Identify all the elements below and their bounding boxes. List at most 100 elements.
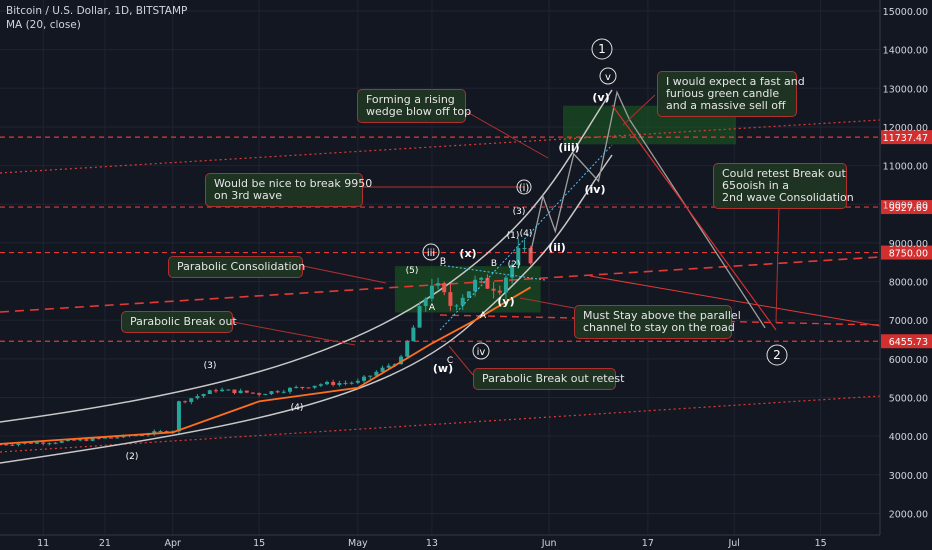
channel-top-dotted	[0, 119, 881, 174]
candle-body	[417, 306, 422, 328]
wave-label: (1)	[507, 231, 520, 241]
candle-body	[337, 383, 342, 385]
wave-label: (iv)	[585, 183, 606, 196]
indicator-label: MA (20, close)	[6, 19, 81, 31]
callout-pointer	[232, 321, 356, 346]
candle-body	[448, 292, 453, 306]
candle-body	[318, 384, 323, 386]
candle-body	[35, 442, 40, 444]
candle-body	[429, 285, 434, 299]
candle-body	[522, 247, 527, 249]
candle-body	[436, 283, 441, 286]
candle-body	[16, 443, 21, 445]
channel-link-line	[589, 275, 881, 327]
note-fast-furious: I would expect a fast and furious green …	[657, 71, 805, 117]
candle-body	[312, 385, 317, 388]
candle-body	[78, 439, 83, 441]
candle-body	[466, 291, 471, 298]
candle-body	[102, 437, 107, 439]
candle-body	[189, 398, 194, 402]
x-tick-label: 17	[642, 538, 654, 549]
candle-body	[325, 381, 330, 385]
y-tick-label: 2000.00	[889, 509, 928, 520]
candle-body	[411, 327, 416, 342]
candle-body	[275, 391, 280, 393]
price-level-tag	[881, 245, 932, 260]
candle-body	[287, 387, 292, 392]
wave-label-circle	[591, 38, 613, 60]
candle-body	[263, 394, 268, 396]
candle-body	[300, 386, 305, 388]
note-parabolic-consolidation: Parabolic Consolidation	[168, 256, 305, 278]
candle-body	[195, 396, 200, 399]
candle-body	[41, 442, 46, 444]
candle-body	[355, 380, 360, 383]
wave-label: A	[480, 311, 487, 321]
channel-bottom-dotted	[0, 395, 881, 453]
x-tick-label: 21	[99, 538, 111, 549]
x-tick-label: Jul	[727, 538, 739, 549]
candle-body	[96, 437, 101, 439]
candle-body	[4, 444, 9, 446]
y-tick-label: 4000.00	[889, 432, 928, 443]
candle-body	[368, 375, 373, 377]
candle-body	[491, 288, 496, 291]
candle-body	[207, 390, 212, 395]
callout-pointer	[775, 204, 780, 324]
note-break-9950: Would be nice to break 9950 on 3rd wave	[205, 173, 372, 207]
wave-label-circle	[422, 243, 440, 261]
y-tick-label: 13000.00	[883, 84, 928, 95]
moving-average-line	[0, 286, 532, 445]
candle-body	[22, 442, 27, 444]
candle-body	[306, 387, 311, 389]
y-tick-label: 8000.00	[889, 278, 928, 289]
candle-body	[84, 439, 89, 441]
wave-label-circle	[516, 179, 532, 195]
note-break-out-retest: Parabolic Break out retest	[473, 368, 624, 390]
price-axis[interactable]	[879, 0, 932, 550]
candle-body	[220, 389, 225, 392]
wave-label-circle	[766, 344, 788, 366]
candle-body	[510, 264, 515, 278]
x-tick-label: 15	[253, 538, 265, 549]
candle-body	[47, 443, 52, 445]
candle-body	[183, 401, 188, 403]
wave-label: (v)	[592, 91, 609, 104]
candle-body	[0, 444, 2, 446]
wave-label: 2	[773, 348, 781, 362]
y-tick-label: 11000.00	[883, 162, 928, 173]
candle-body	[405, 341, 410, 357]
wave-label: (2)	[126, 452, 139, 462]
candle-body	[497, 290, 502, 293]
x-tick-label: Jun	[541, 538, 557, 549]
price-level-label: 11737.47	[883, 133, 928, 144]
candle-body	[250, 392, 255, 394]
candle-body	[473, 279, 478, 292]
parabola-upper	[0, 89, 613, 423]
wave-label: (iii)	[558, 141, 579, 154]
candle-body	[516, 247, 521, 265]
wedge-line-upper	[439, 264, 546, 281]
wave-label: (y)	[497, 295, 514, 308]
wave-label: (w)	[433, 362, 453, 375]
candle-body	[399, 356, 404, 365]
candle-body	[362, 376, 367, 381]
candle-body	[281, 391, 286, 393]
time-axis-bg	[0, 535, 932, 550]
note-rising-wedge: Forming a rising wedge blow off top	[357, 89, 471, 123]
wave-label: (4)	[520, 229, 533, 239]
candle-body	[528, 247, 533, 264]
price-level-tag	[881, 200, 932, 215]
y-tick-label: 14000.00	[883, 46, 928, 57]
candle-body	[115, 437, 120, 439]
wave-label: v	[605, 72, 611, 83]
price-axis-bg	[880, 0, 932, 550]
candle-body	[139, 435, 144, 437]
wave-label-circle	[599, 67, 617, 85]
symbol-title: Bitcoin / U.S. Dollar, 1D, BITSTAMP	[6, 5, 188, 17]
wave-label: (ii)	[548, 241, 566, 254]
y-tick-label: 12000.00	[883, 123, 928, 134]
price-level-label: 9927.69	[889, 203, 928, 214]
